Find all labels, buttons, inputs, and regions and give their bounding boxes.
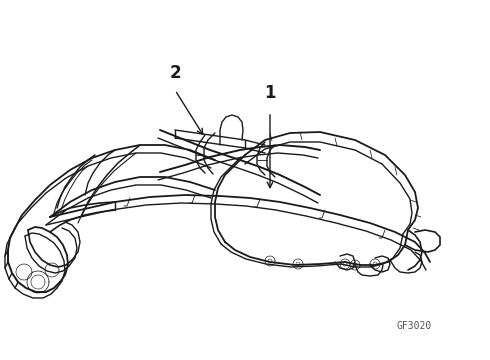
Text: GF3020: GF3020 (396, 321, 432, 331)
Text: 1: 1 (264, 84, 276, 102)
Text: 2: 2 (169, 64, 181, 82)
